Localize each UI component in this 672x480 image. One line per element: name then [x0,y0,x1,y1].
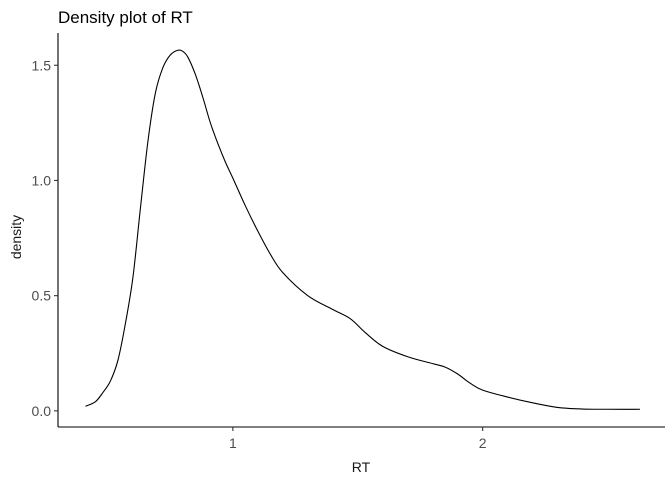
y-tick-label: 1.0 [32,172,52,188]
chart-title: Density plot of RT [58,8,193,27]
x-tick-label: 2 [479,435,487,451]
x-tick-label: 1 [229,435,237,451]
density-line [85,49,641,410]
y-tick-label: 0.0 [32,403,52,419]
y-tick-label: 1.5 [32,57,52,73]
y-tick-label: 0.5 [32,288,52,304]
y-axis-title: density [8,215,24,259]
x-axis-title: RT [352,459,371,475]
axes: 0.0 0.5 1.0 1.5 1 2 [32,33,665,451]
